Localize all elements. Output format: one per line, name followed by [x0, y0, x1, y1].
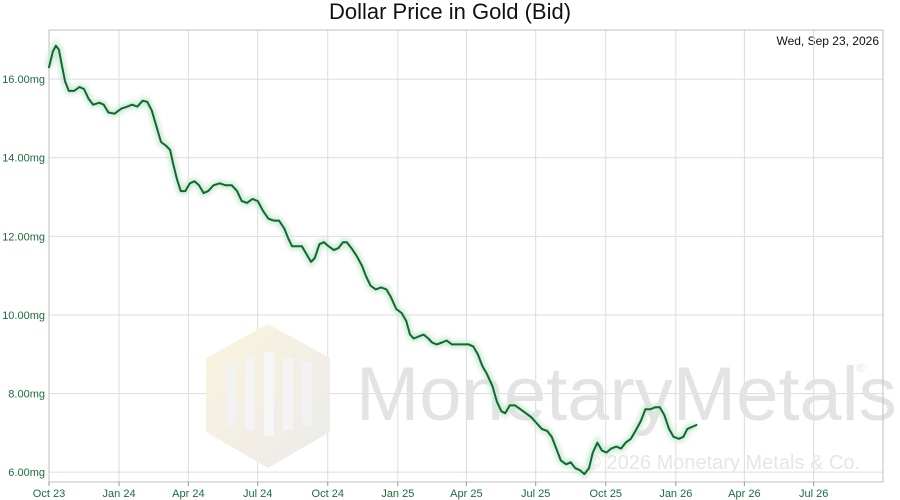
- y-tick-label: 8.00mg: [8, 389, 45, 401]
- x-tick-label: Jan 25: [381, 488, 414, 500]
- watermark-brand: MonetaryMetals: [356, 352, 897, 437]
- x-tick-label: Jul 24: [243, 488, 272, 500]
- chart-title: Dollar Price in Gold (Bid): [328, 0, 572, 24]
- x-tick-label: Oct 25: [590, 488, 622, 500]
- x-tick-label: Jul 26: [799, 488, 828, 500]
- y-tick-label: 12.00mg: [2, 231, 45, 243]
- x-axis: Oct 23 Jan 24 Apr 24 Jul 24 Oct 24 Jan 25 Apr …: [33, 482, 828, 500]
- x-tick-label: Jan 26: [659, 488, 692, 500]
- x-tick-label: Oct 23: [33, 488, 65, 500]
- series-group: [45, 39, 698, 480]
- y-axis: 6.00mg 8.00mg 10.00mg 12.00mg 14.00mg 16.00mg: [2, 74, 45, 479]
- y-tick-label: 14.00mg: [2, 153, 45, 165]
- x-tick-label: Apr 24: [172, 488, 204, 500]
- registered-mark: ®: [856, 361, 865, 375]
- watermark-logo: [206, 324, 330, 468]
- x-tick-label: Jan 24: [103, 488, 136, 500]
- y-tick-label: 6.00mg: [8, 467, 45, 479]
- date-label: Wed, Sep 23, 2026: [776, 34, 879, 48]
- watermark: MonetaryMetals ® © 2026 Monetary Metals …: [206, 324, 897, 474]
- y-tick-label: 16.00mg: [2, 74, 45, 86]
- x-tick-label: Jul 25: [521, 488, 550, 500]
- x-tick-label: Apr 26: [728, 488, 760, 500]
- y-tick-label: 10.00mg: [2, 310, 45, 322]
- series-line: [48, 44, 698, 476]
- copyright-text: © 2026 Monetary Metals & Co.: [586, 452, 860, 474]
- x-tick-label: Oct 24: [312, 488, 344, 500]
- x-tick-label: Apr 25: [450, 488, 482, 500]
